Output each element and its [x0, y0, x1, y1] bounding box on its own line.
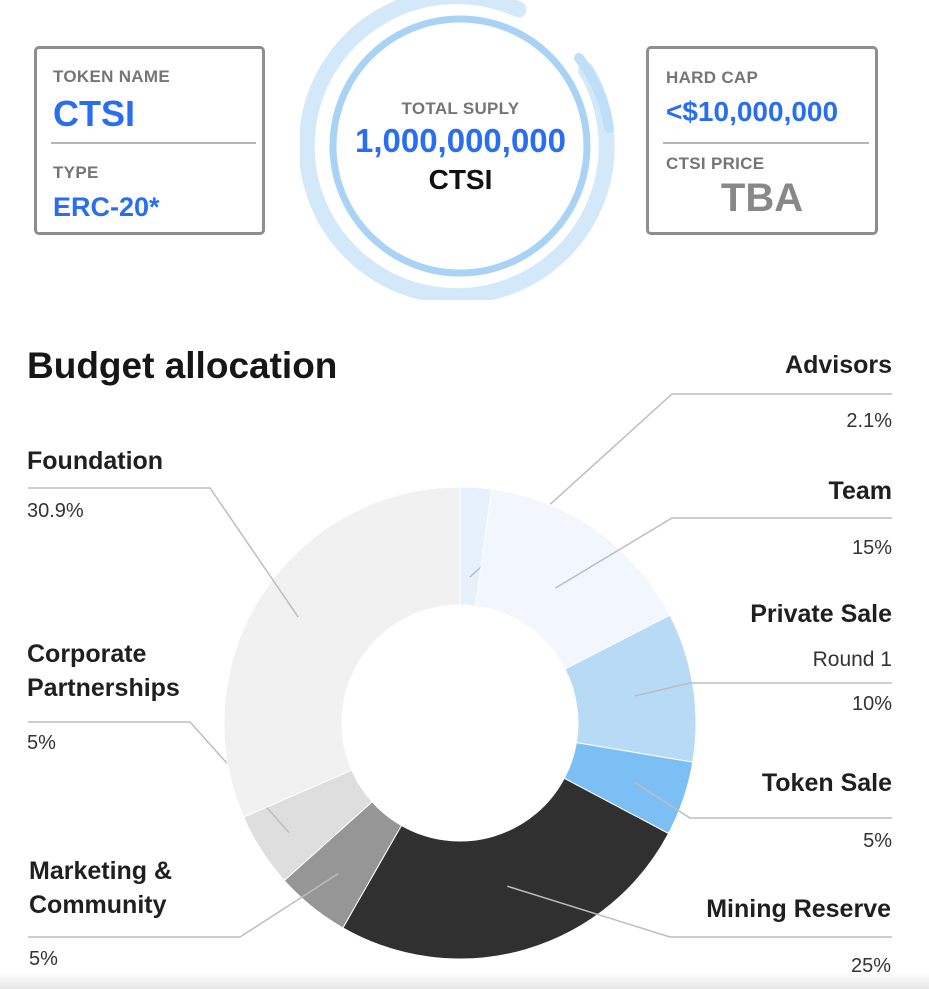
slice-sub-private-sale: Round 1 — [812, 648, 892, 671]
token-name-label: TOKEN NAME — [53, 67, 170, 86]
slice-label-marketing-community: Marketing & Community — [29, 857, 173, 919]
slice-label-advisors: Advisors — [785, 351, 892, 379]
token-type-value: ERC-20* — [53, 192, 160, 222]
bottom-fade — [0, 973, 929, 989]
token-info-card: TOKEN NAME CTSI TYPE ERC-20* — [34, 46, 265, 235]
slice-pct-advisors: 2.1% — [846, 410, 892, 432]
token-type-label: TYPE — [53, 163, 99, 182]
hard-cap-value: <$10,000,000 — [666, 96, 839, 127]
slice-label-corporate-partnerships: Corporate Partnerships — [27, 640, 180, 702]
ctsi-price-value: TBA — [720, 176, 804, 220]
slice-label-foundation: Foundation — [27, 447, 164, 475]
leader-line-token-sale — [633, 781, 892, 819]
supply-ring-inner — [329, 15, 591, 277]
slice-pct-mining-reserve: 25% — [850, 955, 891, 977]
leader-line-mining-reserve — [507, 885, 892, 938]
leader-line-team — [554, 517, 892, 589]
slice-pct-private-sale: 10% — [851, 693, 892, 715]
donut-hole — [342, 605, 578, 841]
total-supply-value: 1,000,000,000 — [354, 122, 567, 159]
total-supply-label: TOTAL SUPLY — [401, 99, 520, 118]
slice-pct-team: 15% — [851, 537, 892, 559]
leader-line-marketing-community — [28, 872, 339, 938]
token-name-value: CTSI — [53, 93, 136, 134]
slice-label-token-sale: Token Sale — [761, 769, 892, 797]
supply-ring-outer-arc-strong — [574, 53, 614, 133]
card-divider — [51, 142, 256, 144]
chart-title: Budget allocation — [27, 345, 338, 386]
ctsi-price-label: CTSI PRICE — [666, 154, 765, 173]
card-divider — [663, 142, 869, 144]
slice-label-private-sale: Private Sale — [750, 600, 892, 628]
slice-pct-marketing-community: 5% — [29, 948, 58, 970]
supply-ring-outer-arc — [300, 0, 615, 300]
slice-pct-token-sale: 5% — [863, 830, 892, 852]
hard-cap-label: HARD CAP — [666, 68, 759, 87]
slice-label-mining-reserve: Mining Reserve — [706, 895, 891, 923]
supply-ring — [300, 0, 615, 300]
total-supply-unit: CTSI — [428, 164, 493, 195]
slice-label-team: Team — [828, 477, 892, 505]
slice-pct-foundation: 30.9% — [27, 500, 84, 522]
hard-cap-card: HARD CAP <$10,000,000 CTSI PRICE TBA — [646, 46, 878, 235]
leader-line-foundation — [28, 487, 299, 618]
slice-pct-corporate-partnerships: 5% — [27, 732, 56, 754]
leader-line-private-sale — [634, 682, 892, 697]
